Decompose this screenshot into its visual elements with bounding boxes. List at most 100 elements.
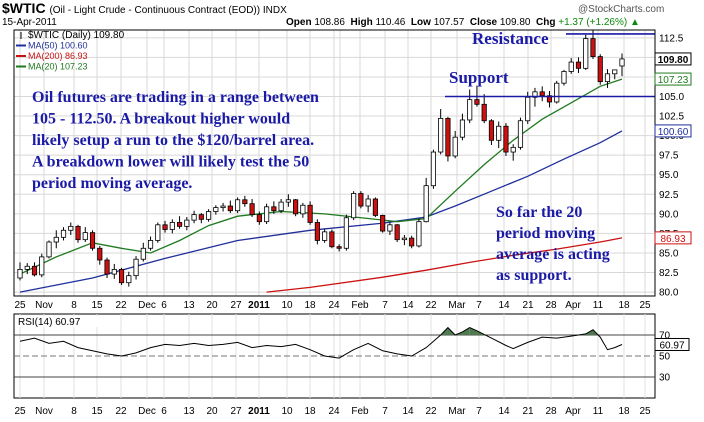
candle — [198, 214, 204, 220]
rsi-x-tick-label: 11 — [593, 406, 604, 417]
up-arrow-icon: ▲ — [629, 17, 640, 28]
candle — [264, 206, 270, 223]
candle — [481, 103, 487, 122]
rsi-x-tick-label: 18 — [618, 406, 630, 417]
rsi-overbought-fill — [462, 327, 470, 335]
price-x-tick-label: 22 — [425, 300, 437, 311]
rsi-x-tick-label: Feb — [351, 406, 369, 417]
price-tags: 109.80 107.23 100.60 86.93 — [654, 52, 692, 245]
candle — [619, 58, 625, 67]
rsi-x-tick-label: 15 — [91, 406, 103, 417]
candle — [227, 205, 233, 212]
rsi-x-tick-label: 27 — [230, 406, 242, 417]
candle — [510, 146, 516, 153]
annotation-ma-line: as support. — [496, 267, 572, 284]
price-x-axis: 25 Nov 8 15 22 Dec 6 13 20 27 2011 10 18 24 Feb 7 14 22 Ma… — [14, 300, 651, 311]
candle — [554, 82, 560, 103]
price-x-tick-label: 14 — [498, 300, 510, 311]
annotation-main-line: likely setup a run to the $120/barrel ar… — [32, 132, 314, 149]
candle — [561, 71, 567, 84]
ohlc-readout: Open 108.86 High 110.46 Low 107.57 Close… — [286, 17, 640, 28]
price-x-tick-label: 14 — [402, 300, 414, 311]
rsi-x-tick-label: 10 — [281, 406, 293, 417]
price-candles — [17, 30, 625, 287]
rsi-x-tick-label: 20 — [206, 406, 218, 417]
rsi-x-tick-label: 7 — [476, 406, 482, 417]
price-x-tick-label: Mar — [448, 300, 466, 311]
candle — [329, 231, 335, 248]
rsi-tick-label: 30 — [659, 373, 671, 384]
price-x-tick-label: 11 — [593, 300, 604, 311]
rsi-x-tick-label: 22 — [425, 406, 437, 417]
candle — [351, 193, 357, 219]
price-tick-label: 85.0 — [659, 248, 679, 259]
stockcharts-logo: @StockCharts.com — [578, 4, 665, 15]
candle — [126, 275, 132, 284]
rsi-x-tick-label: 13 — [183, 406, 195, 417]
price-tag-label: 109.80 — [658, 55, 689, 66]
candle — [343, 217, 349, 249]
candle — [184, 219, 190, 227]
candle — [191, 214, 197, 221]
candle — [604, 73, 611, 83]
candle — [380, 215, 386, 232]
price-x-tick-label: 10 — [281, 300, 293, 311]
candle — [568, 61, 574, 72]
candle — [336, 246, 342, 249]
price-panel-frame — [13, 29, 656, 297]
price-tag-label: 107.23 — [658, 75, 689, 86]
rsi-tick-label: 70 — [659, 331, 671, 342]
price-x-tick-label: 6 — [161, 300, 167, 311]
rsi-x-tick-label: 18 — [304, 406, 316, 417]
price-tag-label: 86.93 — [660, 234, 685, 245]
rsi-title: RSI(14) 60.97 — [18, 317, 81, 328]
rsi-x-tick-label: 25 — [639, 406, 651, 417]
candle — [583, 38, 589, 69]
candle — [220, 205, 226, 208]
candle — [242, 199, 248, 205]
candle — [496, 125, 502, 141]
annotation-main-line: 105 - 112.50. A breakout higher would — [32, 111, 290, 128]
annotation-ma-line: average is acting — [496, 246, 610, 263]
candle — [401, 237, 407, 241]
price-x-tick-label: Feb — [351, 300, 369, 311]
rsi-x-axis: 25 Nov 8 15 22 Dec 6 13 20 27 2011 10 18 24 Feb 7 14 22 Ma… — [14, 406, 651, 417]
candle — [39, 256, 45, 276]
candle — [503, 125, 509, 153]
candle — [140, 247, 146, 260]
candle — [387, 224, 393, 232]
rsi-x-tick-label: 24 — [328, 406, 340, 417]
rsi-value-label: 60.97 — [659, 340, 684, 351]
candle — [358, 193, 364, 207]
chart-symbol: $WTIC (Oil - Light Crude - Continuous Co… — [2, 0, 287, 16]
rsi-title-bg — [16, 316, 108, 327]
candle — [68, 225, 74, 231]
price-tick-label: 102.5 — [659, 112, 684, 123]
candle — [104, 259, 110, 275]
candle — [467, 99, 473, 121]
support-label: Support — [449, 68, 509, 87]
annotation-main-line: Oil futures are trading in a range betwe… — [32, 89, 319, 106]
candle — [213, 207, 219, 212]
candle — [118, 268, 125, 284]
candle — [372, 198, 378, 216]
price-tick-label: 95.0 — [659, 170, 679, 181]
price-tag-box — [654, 52, 692, 66]
price-x-tick-label: 21 — [522, 300, 534, 311]
candle — [235, 199, 241, 212]
candle — [452, 136, 458, 157]
price-x-tick-label: 25 — [639, 300, 651, 311]
price-tick-label: 82.5 — [659, 268, 679, 279]
candle — [590, 38, 596, 57]
rsi-x-tick-label: Mar — [448, 406, 466, 417]
candle — [430, 151, 436, 187]
price-x-tick-label: 20 — [206, 300, 218, 311]
annotations: Resistance Support Oil futures are trading… — [32, 29, 610, 284]
support-resistance-lines — [445, 33, 655, 98]
annotation-ma-line: period moving — [496, 225, 595, 242]
rsi-x-tick-label: 25 — [14, 406, 26, 417]
price-tick-label: 97.5 — [659, 151, 679, 162]
price-tag-label: 100.60 — [658, 127, 689, 138]
